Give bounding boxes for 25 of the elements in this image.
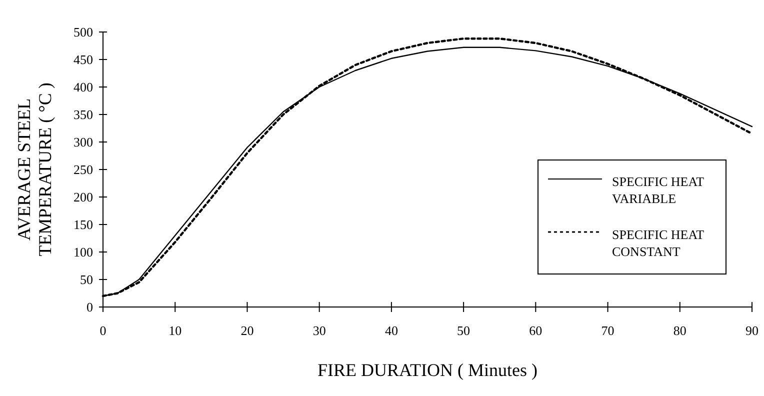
- x-tick-label: 90: [746, 323, 758, 338]
- x-tick-label: 80: [673, 323, 686, 338]
- x-tick-label: 0: [100, 323, 106, 338]
- y-tick-label: 350: [74, 107, 93, 122]
- y-tick-label: 0: [86, 300, 93, 315]
- y-tick-label: 100: [74, 244, 93, 260]
- y-tick-label: 200: [74, 190, 93, 205]
- y-tick-label: 400: [74, 80, 93, 95]
- y-tick-label: 450: [74, 52, 93, 68]
- x-tick-label: 70: [601, 323, 614, 338]
- x-tick-label: 50: [457, 323, 470, 338]
- y-tick-label: 150: [74, 217, 93, 232]
- y-tick-label: 250: [74, 162, 93, 178]
- x-tick-label: 30: [312, 323, 326, 338]
- legend-label: SPECIFIC HEAT VARIABLE: [612, 174, 704, 206]
- x-tick-label: 20: [240, 323, 254, 338]
- y-tick-label: 500: [74, 24, 93, 40]
- y-axis-title: AVERAGE STEEL TEMPERATURE ( °C ): [14, 82, 55, 256]
- y-tick-label: 300: [74, 134, 93, 150]
- y-tick-label: 50: [80, 272, 93, 288]
- legend-label: SPECIFIC HEAT CONSTANT: [612, 227, 704, 259]
- x-tick-label: 60: [529, 323, 542, 338]
- x-axis-title: FIRE DURATION ( Minutes ): [318, 360, 538, 380]
- x-tick-label: 40: [384, 323, 398, 338]
- x-tick-label: 10: [168, 323, 182, 338]
